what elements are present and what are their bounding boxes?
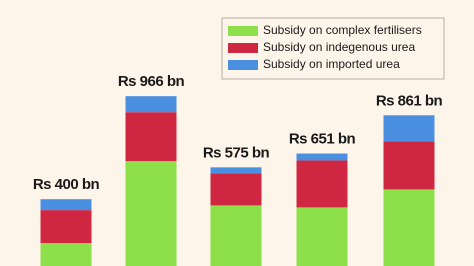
bar-segment [40,243,92,266]
legend-label: Subsidy on indegenous urea [263,40,415,54]
legend-swatch [228,26,258,36]
bar-segment [210,205,262,266]
total-label: Rs 400 bn [33,176,100,193]
bar-segment [383,141,435,190]
bar-segment [210,167,262,174]
total-label: Rs 651 bn [289,130,356,147]
bar-segment [125,161,177,266]
bar-segment [40,210,92,244]
bar-segment [296,160,348,208]
legend-label: Subsidy on imported urea [263,57,400,71]
bar-segment [383,115,435,142]
legend-box [221,17,445,80]
bar-segment [383,189,435,266]
total-label: Rs 575 bn [203,144,270,161]
bar-segment [296,153,348,161]
total-label: Rs 861 bn [376,92,443,109]
bar-segment [125,112,177,162]
total-label: Rs 966 bn [118,73,185,90]
legend-swatch [228,60,258,70]
bar-segment [40,199,92,211]
bar-segment [210,173,262,206]
bar-segment [296,207,348,266]
bar-segment [125,96,177,113]
legend-swatch [228,43,258,53]
legend-label: Subsidy on complex fertilisers [263,23,422,37]
